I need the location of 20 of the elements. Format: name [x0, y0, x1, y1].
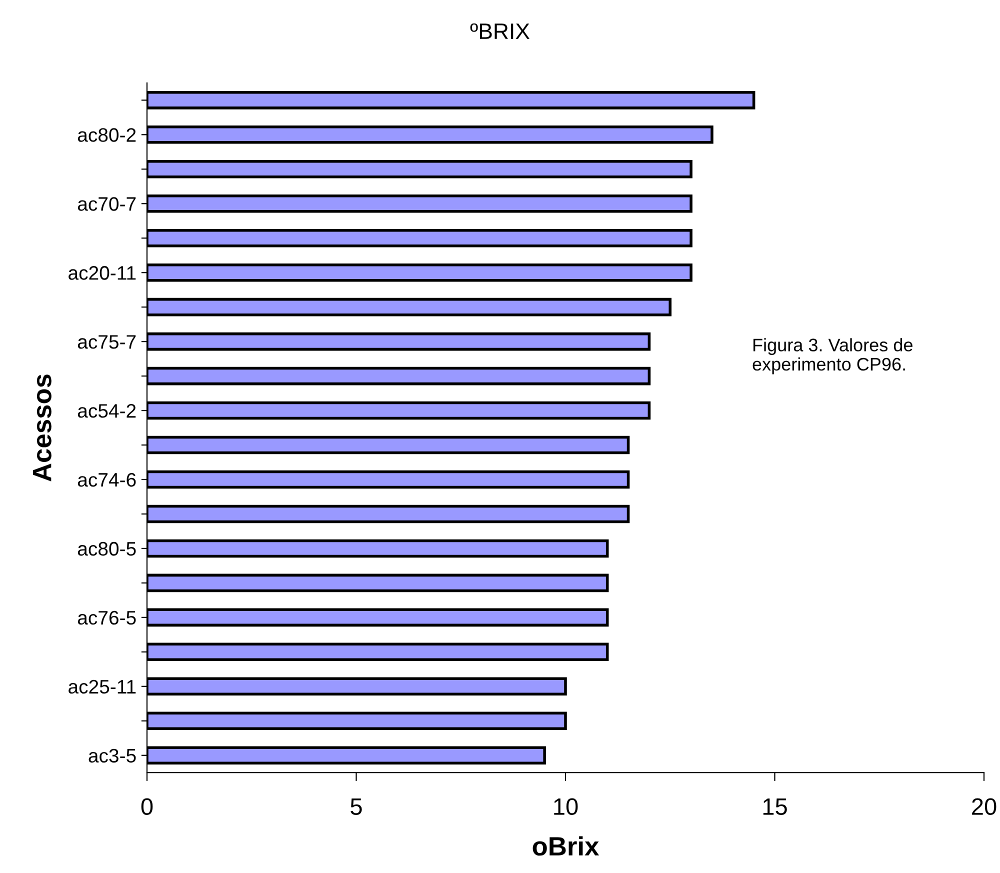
- x-tick-label: 20: [972, 798, 996, 815]
- x-axis-title: oBrix: [532, 836, 600, 856]
- x-tick-label: 15: [763, 798, 787, 815]
- y-tick-label: ac75-7: [78, 335, 136, 349]
- chart-title: ºBRIX: [470, 23, 530, 39]
- x-tick-label: 5: [350, 798, 362, 815]
- y-tick-label: ac20-11: [68, 266, 136, 280]
- y-tick-label: ac76-5: [78, 610, 136, 625]
- x-tick-label: 0: [141, 798, 153, 815]
- annotation: experimento CP96.: [752, 357, 905, 374]
- y-tick-label: ac3-5: [88, 748, 136, 763]
- y-tick-label: ac80-2: [78, 128, 136, 142]
- y-tick-label: ac80-5: [78, 542, 136, 556]
- y-tick-label: ac54-2: [78, 404, 136, 418]
- y-tick-label: ac74-6: [78, 472, 136, 487]
- y-tick-label: ac25-11: [68, 680, 136, 694]
- y-tick-label: ac70-7: [78, 197, 136, 211]
- y-axis-title: Acessos: [33, 374, 52, 482]
- annotation: Figura 3. Valores de: [753, 338, 912, 355]
- x-tick-label: 10: [554, 798, 578, 815]
